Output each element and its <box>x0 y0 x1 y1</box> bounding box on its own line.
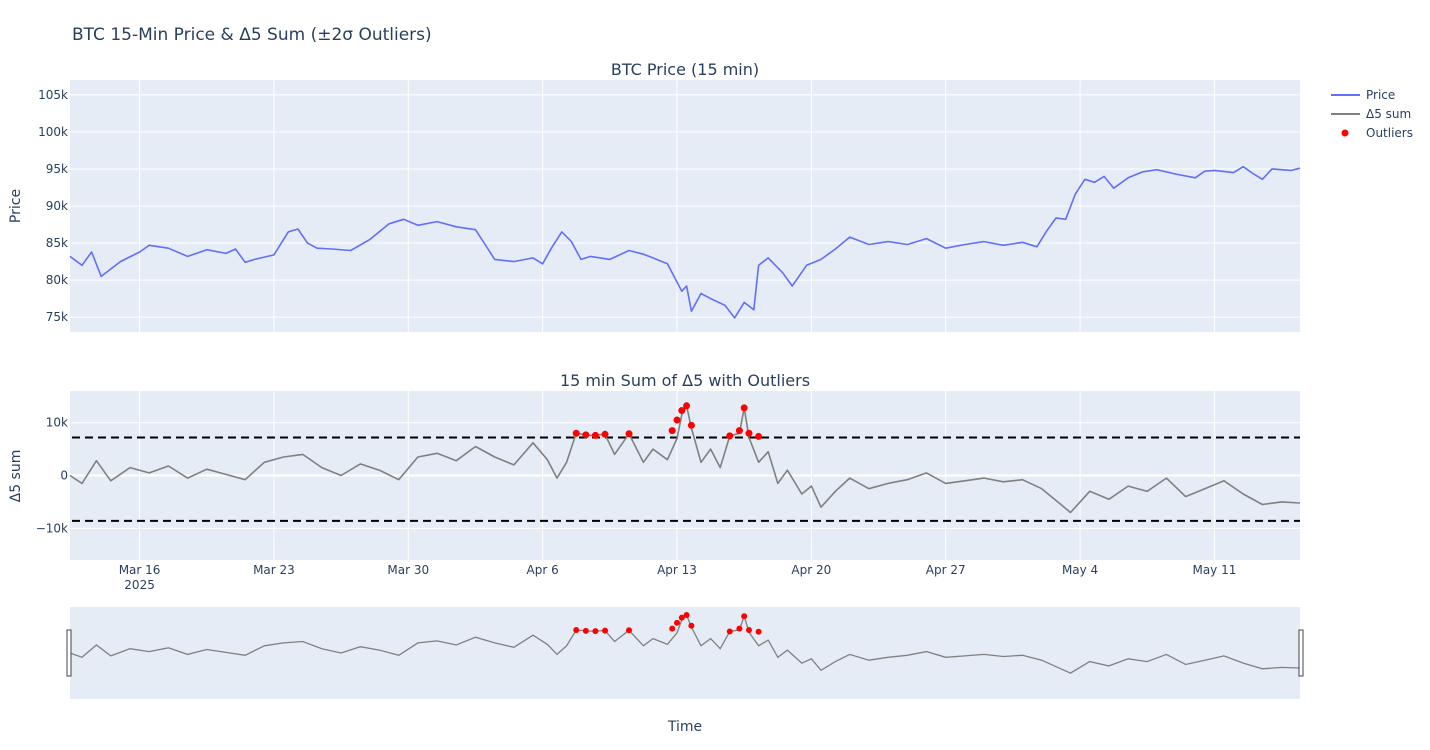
outlier-point[interactable] <box>726 432 734 440</box>
outlier-point[interactable] <box>572 429 580 437</box>
outlier-point[interactable] <box>755 432 763 440</box>
range-slider-left-handle[interactable] <box>66 629 72 677</box>
x-axis-label: Time <box>667 719 702 735</box>
legend-label: Outliers <box>1366 126 1413 140</box>
delta-panel: 15 min Sum of Δ5 with Outliers Δ5 sum −1… <box>8 371 1301 592</box>
range-slider-outlier-point <box>626 627 633 634</box>
range-slider-outlier-point <box>755 628 762 635</box>
range-slider-outlier-point <box>736 625 743 632</box>
outlier-point[interactable] <box>601 430 609 438</box>
legend-item[interactable]: Outliers <box>1341 126 1414 140</box>
y-tick-label: 10k <box>46 416 68 430</box>
delta-gridlines <box>70 391 1300 560</box>
range-slider-outlier-point <box>688 622 695 629</box>
y-tick-label: 75k <box>46 310 68 324</box>
outlier-point[interactable] <box>582 431 590 439</box>
x-tick-label: Mar 30 <box>387 563 429 577</box>
range-slider-outlier-point <box>683 612 690 619</box>
y-tick-label: 105k <box>38 88 68 102</box>
price-y-ticks: 75k 80k 85k 90k 95k 100k 105k <box>38 88 68 324</box>
outlier-point[interactable] <box>591 431 599 439</box>
delta-y-axis-label: Δ5 sum <box>8 450 24 503</box>
outlier-point[interactable] <box>735 427 743 435</box>
range-slider-outlier-point <box>745 627 752 633</box>
range-slider-outlier-point <box>592 628 599 635</box>
x-tick-label: Mar 16 <box>119 563 161 577</box>
range-slider-outlier-point <box>669 625 676 632</box>
range-slider-outlier-point <box>674 619 681 626</box>
x-tick-label: Mar 23 <box>253 563 295 577</box>
y-tick-label: 80k <box>46 273 68 287</box>
range-slider-outlier-point <box>573 627 580 633</box>
x-tick-label: Apr 13 <box>657 563 697 577</box>
y-tick-label: 90k <box>46 199 68 213</box>
x-tick-label: Apr 20 <box>791 563 831 577</box>
x-tick-label: May 11 <box>1192 563 1236 577</box>
outlier-point[interactable] <box>740 404 748 412</box>
series-line-price <box>69 165 1301 319</box>
range-slider-right-handle[interactable] <box>1298 629 1304 677</box>
x-tick-label: Apr 27 <box>926 563 966 577</box>
outlier-point[interactable] <box>687 421 695 429</box>
range-slider-outliers <box>573 612 762 635</box>
threshold-lines <box>72 436 1300 522</box>
x-tick-sublabel: 2025 <box>124 578 155 592</box>
price-series-layer <box>69 165 1301 319</box>
price-gridlines <box>70 80 1300 332</box>
outlier-point[interactable] <box>625 430 633 438</box>
range-slider[interactable] <box>66 607 1304 699</box>
chart-title: BTC 15-Min Price & Δ5 Sum (±2σ Outliers) <box>72 25 432 45</box>
range-slider-outlier-point <box>602 627 609 634</box>
range-slider-background[interactable] <box>70 607 1300 699</box>
price-panel: BTC Price (15 min) Price 75k 80k 85k 90k 95k… <box>8 60 1301 332</box>
y-tick-label: −10k <box>36 521 68 535</box>
legend-label: Δ5 sum <box>1366 107 1411 121</box>
range-slider-outlier-point <box>678 614 685 621</box>
y-tick-label: 0 <box>60 469 68 483</box>
outlier-point[interactable] <box>745 429 753 437</box>
legend-marker-swatch <box>1341 129 1349 137</box>
range-slider-outlier-point <box>726 628 733 635</box>
outlier-point[interactable] <box>673 416 681 424</box>
legend-label: Price <box>1366 88 1395 102</box>
range-slider-outlier-point <box>741 613 748 620</box>
y-tick-label: 100k <box>38 125 68 139</box>
x-tick-label: May 4 <box>1062 563 1098 577</box>
delta-y-ticks: −10k 0 10k <box>36 416 68 536</box>
legend-item[interactable]: Price <box>1331 88 1395 102</box>
legend-item[interactable]: Δ5 sum <box>1331 107 1411 121</box>
outlier-point[interactable] <box>683 402 691 410</box>
range-slider-outlier-point <box>582 627 589 634</box>
delta-panel-title: 15 min Sum of Δ5 with Outliers <box>560 371 810 390</box>
price-panel-title: BTC Price (15 min) <box>611 60 759 79</box>
outlier-point[interactable] <box>668 427 676 435</box>
y-tick-label: 85k <box>46 236 68 250</box>
outlier-markers <box>572 402 763 440</box>
x-tick-label: Apr 6 <box>527 563 559 577</box>
legend: Price Δ5 sum Outliers <box>1331 88 1413 140</box>
y-tick-label: 95k <box>46 162 68 176</box>
outlier-point[interactable] <box>678 407 686 415</box>
price-y-axis-label: Price <box>8 189 24 223</box>
